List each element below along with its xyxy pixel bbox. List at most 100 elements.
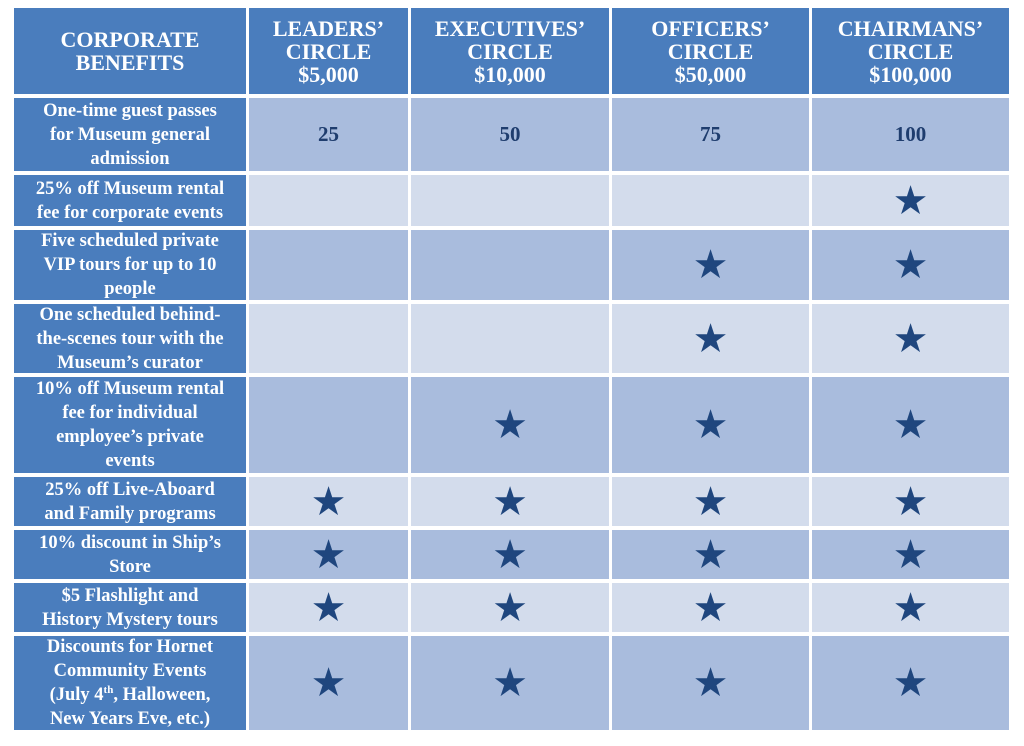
- star-icon: ★: [692, 242, 729, 288]
- benefit-cell: 25: [249, 98, 408, 171]
- cell-value: 100: [894, 122, 927, 146]
- star-icon: ★: [492, 402, 528, 448]
- benefit-cell: ★: [612, 583, 809, 632]
- benefit-label-text: $5 Flashlight and History Mystery tours: [42, 584, 218, 632]
- star-icon: ★: [892, 531, 929, 578]
- label-part: , Halloween,: [113, 685, 211, 705]
- benefit-cell: 75: [612, 98, 809, 171]
- star-icon: ★: [692, 660, 729, 706]
- header-text: EXECUTIVES’ CIRCLE $10,000: [435, 17, 585, 86]
- cell-value: 50: [499, 122, 521, 146]
- benefit-cell: ★: [411, 477, 609, 526]
- header-tier-2: EXECUTIVES’ CIRCLE $10,000: [411, 8, 609, 94]
- benefit-label-text: 25% off Live-Aboard and Family programs: [44, 478, 215, 526]
- star-icon: ★: [892, 315, 929, 362]
- benefit-cell: ★: [812, 583, 1009, 632]
- benefit-cell: ★: [812, 175, 1009, 226]
- label-part: (July 4: [49, 685, 104, 705]
- star-icon: ★: [492, 660, 528, 706]
- label-line: fee for individual: [62, 403, 198, 423]
- header-line: $100,000: [869, 61, 952, 87]
- star-icon: ★: [492, 531, 528, 578]
- benefit-cell: ★: [249, 583, 408, 632]
- benefit-cell: ★: [612, 377, 809, 473]
- header-line: EXECUTIVES’: [434, 15, 586, 41]
- header-text: OFFICERS’ CIRCLE $50,000: [651, 17, 770, 86]
- benefit-cell: ★: [411, 583, 609, 632]
- star-icon: ★: [310, 584, 347, 631]
- header-line: $5,000: [298, 61, 359, 87]
- benefit-cell: ★: [612, 477, 809, 526]
- header-line: CIRCLE: [667, 38, 754, 64]
- header-text: CHAIRMANS’ CIRCLE $100,000: [838, 17, 983, 86]
- star-icon: ★: [692, 402, 729, 448]
- header-line: CIRCLE: [867, 38, 954, 64]
- label-line: events: [105, 451, 155, 471]
- label-line: employee’s private: [56, 427, 204, 447]
- star-icon: ★: [692, 478, 729, 525]
- benefit-label: One scheduled behind-the-scenes tour wit…: [14, 304, 246, 373]
- label-line: and Family programs: [44, 503, 216, 524]
- benefit-cell: [411, 175, 609, 226]
- header-line: CHAIRMANS’: [837, 15, 984, 41]
- benefit-cell: ★: [411, 636, 609, 730]
- benefit-label-text: One scheduled behind-the-scenes tour wit…: [36, 303, 223, 375]
- header-line: $10,000: [474, 61, 546, 87]
- label-line: people: [104, 279, 156, 299]
- header-line: BENEFITS: [75, 50, 185, 75]
- label-line: for Museum general: [50, 124, 210, 145]
- star-icon: ★: [492, 478, 528, 525]
- star-icon: ★: [692, 315, 729, 362]
- star-icon: ★: [310, 531, 347, 578]
- benefit-cell: ★: [812, 636, 1009, 730]
- star-icon: ★: [692, 584, 729, 631]
- benefit-cell: [249, 230, 408, 300]
- benefit-cell: [411, 304, 609, 373]
- benefit-label-text: 10% off Museum rental fee for individual e…: [36, 377, 224, 473]
- label-line: 25% off Museum rental: [35, 178, 225, 199]
- benefit-label: 25% off Live-Aboard and Family programs: [14, 477, 246, 526]
- benefit-label-text: 25% off Museum rental fee for corporate e…: [36, 177, 224, 225]
- benefit-label-text: 10% discount in Ship’s Store: [39, 531, 221, 579]
- header-line: LEADERS’: [272, 15, 385, 41]
- benefit-cell: ★: [612, 304, 809, 373]
- star-icon: ★: [892, 584, 929, 631]
- benefit-cell: [249, 304, 408, 373]
- label-line: Five scheduled private: [41, 231, 219, 251]
- header-text: CORPORATE BENEFITS: [61, 28, 200, 74]
- star-icon: ★: [892, 242, 929, 288]
- header-line: CORPORATE: [60, 27, 200, 52]
- header-corporate-benefits: CORPORATE BENEFITS: [14, 8, 246, 94]
- label-line: 10% discount in Ship’s: [39, 532, 221, 553]
- benefit-cell: ★: [812, 477, 1009, 526]
- label-line: One-time guest passes: [43, 100, 217, 121]
- label-line: New Years Eve, etc.): [49, 709, 211, 729]
- benefit-label-text: Discounts for Hornet Community Events (Jul…: [47, 635, 213, 731]
- benefit-cell: [411, 230, 609, 300]
- label-line: VIP tours for up to 10: [43, 255, 217, 275]
- label-line: History Mystery tours: [42, 609, 218, 630]
- benefit-cell: ★: [612, 636, 809, 730]
- header-tier-3: OFFICERS’ CIRCLE $50,000: [612, 8, 809, 94]
- star-icon: ★: [892, 660, 929, 706]
- benefit-label-text: Five scheduled private VIP tours for up t…: [41, 229, 219, 301]
- label-line: Community Events: [53, 661, 207, 681]
- header-line: $50,000: [674, 61, 747, 87]
- star-icon: ★: [492, 584, 528, 631]
- benefit-label-text: One-time guest passes for Museum general a…: [43, 99, 217, 171]
- star-icon: ★: [892, 402, 929, 448]
- benefit-cell: ★: [411, 530, 609, 579]
- header-tier-1: LEADERS’ CIRCLE $5,000: [249, 8, 408, 94]
- benefit-label: Discounts for Hornet Community Events (Jul…: [14, 636, 246, 730]
- star-icon: ★: [310, 660, 347, 706]
- benefit-cell: ★: [812, 530, 1009, 579]
- header-tier-4: CHAIRMANS’ CIRCLE $100,000: [812, 8, 1009, 94]
- benefit-cell: ★: [812, 304, 1009, 373]
- label-line: $5 Flashlight and: [61, 585, 199, 606]
- label-line: Store: [109, 556, 151, 577]
- benefit-cell: 100: [812, 98, 1009, 171]
- benefits-table: CORPORATE BENEFITS LEADERS’ CIRCLE $5,000 EXE…: [14, 8, 1009, 730]
- benefit-cell: ★: [812, 377, 1009, 473]
- header-line: OFFICERS’: [651, 15, 770, 41]
- star-icon: ★: [892, 177, 929, 224]
